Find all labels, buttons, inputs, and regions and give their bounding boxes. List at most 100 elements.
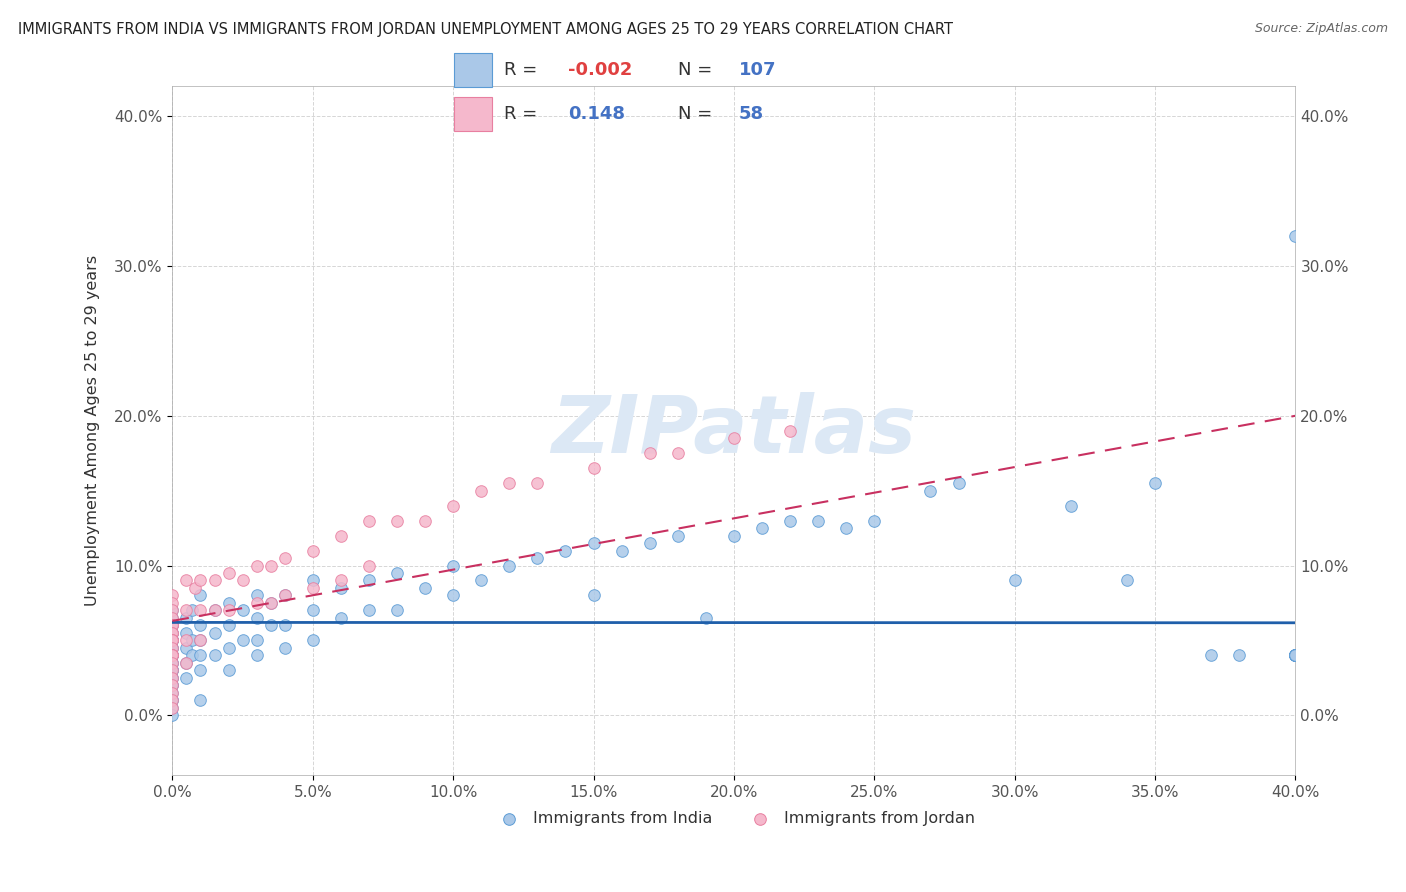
Point (779, 514, 801, 528)
Point (1284, 229, 1306, 244)
Point (385, 566, 408, 580)
Point (190, 589, 212, 603)
Point (162, 618, 184, 632)
Point (162, 648, 184, 663)
Point (1060, 499, 1083, 513)
Text: IMMIGRANTS FROM INDIA VS IMMIGRANTS FROM JORDAN UNEMPLOYMENT AMONG AGES 25 TO 29: IMMIGRANTS FROM INDIA VS IMMIGRANTS FROM… (18, 22, 953, 37)
Point (218, 663, 240, 677)
Point (413, 514, 436, 528)
Point (441, 499, 464, 513)
Text: 0.148: 0.148 (568, 105, 626, 123)
Point (329, 611, 352, 625)
Point (162, 603, 184, 617)
Point (190, 693, 212, 707)
Point (751, 521, 773, 535)
Point (190, 574, 212, 588)
Point (162, 663, 184, 677)
Point (162, 648, 184, 663)
Text: 107: 107 (740, 61, 776, 78)
Point (162, 663, 184, 677)
Point (1004, 574, 1026, 588)
Point (162, 693, 184, 707)
Point (162, 618, 184, 632)
Point (162, 648, 184, 663)
Point (162, 648, 184, 663)
Point (162, 671, 184, 685)
Point (526, 551, 548, 566)
Point (260, 618, 283, 632)
Point (441, 558, 464, 573)
Point (526, 476, 548, 491)
Point (190, 603, 212, 617)
Point (204, 626, 226, 640)
Point (162, 633, 184, 648)
Point (162, 656, 184, 670)
Text: Source: ZipAtlas.com: Source: ZipAtlas.com (1254, 22, 1388, 36)
Point (470, 483, 492, 498)
Point (498, 476, 520, 491)
Text: R =: R = (503, 105, 537, 123)
Point (1144, 476, 1167, 491)
Point (920, 483, 942, 498)
Point (666, 446, 689, 460)
Point (582, 589, 605, 603)
Point (232, 633, 254, 648)
Point (329, 574, 352, 588)
Point (162, 626, 184, 640)
Point (218, 566, 240, 580)
Point (1227, 648, 1250, 663)
Point (1199, 648, 1222, 663)
Point (190, 663, 212, 677)
Text: R =: R = (503, 61, 537, 78)
Point (357, 603, 380, 617)
Point (176, 656, 198, 670)
Point (218, 640, 240, 655)
Point (638, 446, 661, 460)
Point (1284, 648, 1306, 663)
Point (260, 596, 283, 610)
Point (948, 476, 970, 491)
Legend: Immigrants from India, Immigrants from Jordan: Immigrants from India, Immigrants from J… (486, 805, 981, 832)
Point (498, 558, 520, 573)
Point (162, 663, 184, 677)
Point (176, 603, 198, 617)
Point (162, 633, 184, 648)
Point (274, 551, 297, 566)
Point (162, 656, 184, 670)
Point (274, 589, 297, 603)
Point (162, 648, 184, 663)
Point (329, 528, 352, 542)
Y-axis label: Unemployment Among Ages 25 to 29 years: Unemployment Among Ages 25 to 29 years (86, 255, 100, 607)
Point (162, 618, 184, 632)
Point (162, 633, 184, 648)
Point (582, 536, 605, 550)
Point (1284, 648, 1306, 663)
Point (246, 558, 269, 573)
Point (260, 558, 283, 573)
Point (204, 603, 226, 617)
Point (162, 700, 184, 714)
Point (204, 574, 226, 588)
Point (274, 618, 297, 632)
Point (357, 574, 380, 588)
Point (162, 708, 184, 723)
Point (218, 596, 240, 610)
Point (582, 461, 605, 475)
Point (1284, 648, 1306, 663)
Point (274, 589, 297, 603)
Point (385, 603, 408, 617)
Point (162, 686, 184, 700)
Point (162, 603, 184, 617)
Point (162, 640, 184, 655)
Point (357, 558, 380, 573)
Point (190, 648, 212, 663)
Text: 58: 58 (740, 105, 763, 123)
Point (301, 581, 323, 595)
Point (162, 626, 184, 640)
Point (162, 656, 184, 670)
Point (176, 574, 198, 588)
Point (723, 528, 745, 542)
Point (162, 633, 184, 648)
Point (329, 581, 352, 595)
Point (162, 633, 184, 648)
